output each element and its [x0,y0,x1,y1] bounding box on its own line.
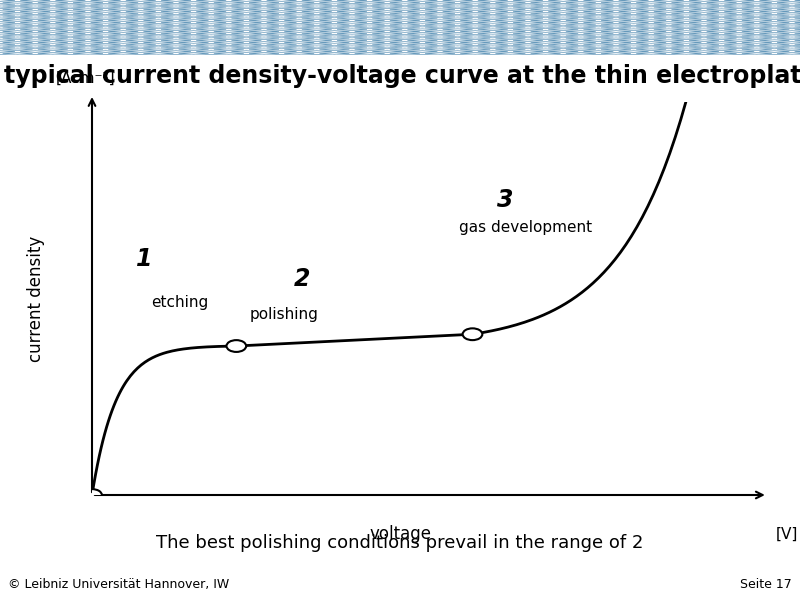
Text: current density: current density [27,235,46,362]
Text: 3: 3 [497,188,514,212]
Circle shape [82,489,102,501]
Text: 1: 1 [136,247,153,271]
Circle shape [226,340,246,352]
Text: gas development: gas development [459,220,593,235]
Text: typical current density-voltage curve at the thin electroplating of metals: typical current density-voltage curve at… [3,64,800,88]
Text: Seite 17: Seite 17 [740,578,792,591]
Text: 2: 2 [294,267,310,291]
Circle shape [462,328,482,340]
Text: voltage: voltage [370,526,431,544]
Text: [V]: [V] [776,527,798,542]
Text: [Acm⁻²]: [Acm⁻²] [56,71,115,86]
Text: © Leibniz Universität Hannover, IW: © Leibniz Universität Hannover, IW [8,578,230,591]
Text: The best polishing conditions prevail in the range of 2: The best polishing conditions prevail in… [156,534,644,552]
Text: polishing: polishing [250,307,318,322]
Text: etching: etching [151,295,208,310]
